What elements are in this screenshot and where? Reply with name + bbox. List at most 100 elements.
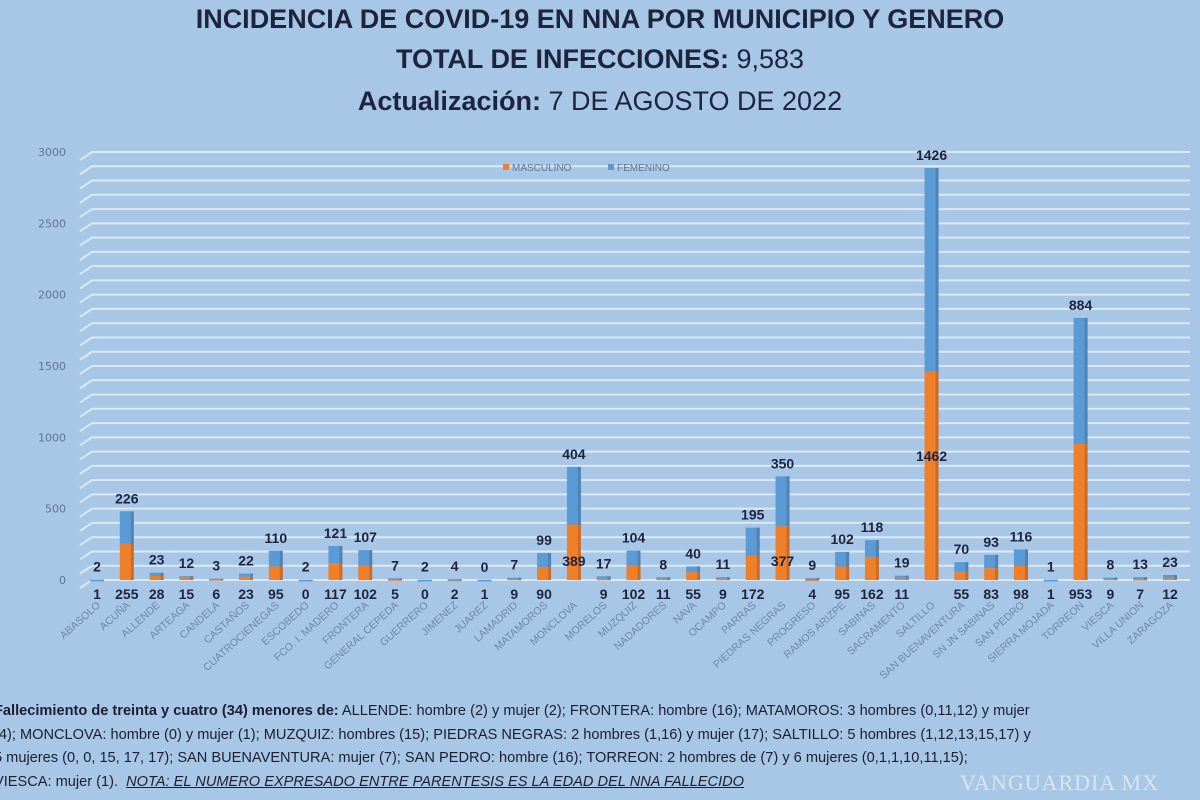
label-femenino: 104 (622, 530, 646, 546)
bar-femenino-32 (1043, 579, 1058, 582)
bar-femenino-4 (209, 578, 224, 581)
gridline (79, 393, 1190, 404)
label-femenino: 102 (830, 531, 854, 547)
label-femenino: 226 (115, 490, 139, 506)
bar-masculino-10 (388, 579, 403, 581)
bar-femenino-34 (1103, 577, 1118, 580)
label-femenino: 0 (481, 559, 489, 575)
bar-femenino-23 (775, 476, 790, 527)
bar-femenino-30 (984, 554, 999, 569)
bar-masculino-23 (775, 526, 790, 580)
label-femenino: 1 (1047, 559, 1055, 575)
bar-femenino-15 (537, 553, 552, 568)
update-date: Actualización: 7 DE AGOSTO DE 2022 (0, 86, 1200, 117)
label-femenino: 9 (808, 557, 816, 573)
y-tick-label: 3000 (38, 146, 66, 159)
legend-swatch-masculino (503, 164, 509, 170)
label-femenino: 195 (741, 507, 765, 523)
bar-shade (786, 476, 790, 580)
bar-shade (518, 577, 522, 580)
label-masculino: 1 (1047, 586, 1055, 602)
label-femenino: 110 (265, 530, 288, 546)
bar-shade (816, 578, 820, 580)
bar-femenino-16 (566, 466, 581, 525)
bar-femenino-20 (686, 566, 701, 573)
label-masculino: 95 (834, 586, 850, 602)
label-masculino: 83 (983, 586, 999, 602)
bar-femenino-27 (894, 575, 909, 579)
bar-masculino-19 (656, 578, 671, 580)
label-masculino: 23 (238, 586, 254, 602)
bar-femenino-31 (1013, 549, 1028, 567)
bar-masculino-3 (179, 577, 194, 580)
label-masculino: 102 (622, 586, 646, 602)
label-femenino: 350 (771, 455, 795, 471)
label-femenino: 1426 (916, 147, 947, 163)
bar-femenino-6 (268, 550, 283, 567)
bar-femenino-25 (835, 551, 850, 567)
bar-shade (220, 578, 224, 580)
label-femenino: 17 (596, 555, 612, 571)
label-masculino: 1462 (916, 448, 947, 464)
y-tick-label: 1000 (38, 431, 66, 444)
footnote-line-4: VIESCA: mujer (1). NOTA: EL NUMERO EXPRES… (0, 771, 1200, 795)
footnote-nota: NOTA: EL NUMERO EXPRESADO ENTRE PARENTES… (126, 773, 745, 790)
bar-femenino-33 (1073, 317, 1088, 445)
bar-masculino-20 (686, 572, 701, 580)
label-masculino: 9 (510, 586, 518, 602)
bar-masculino-9 (358, 565, 373, 580)
bar-shade (726, 577, 730, 580)
gridline (79, 536, 1190, 547)
label-femenino: 93 (983, 534, 999, 550)
footnote-heading: Fallecimiento de treinta y cuatro (34) m… (0, 703, 339, 719)
bar-masculino-17 (596, 578, 611, 581)
gridline (79, 165, 1190, 176)
label-masculino: 389 (562, 553, 586, 569)
bar-masculino-6 (268, 566, 283, 580)
label-masculino: 90 (536, 586, 552, 602)
label-femenino: 2 (93, 559, 101, 575)
label-masculino: 5 (391, 586, 399, 602)
label-masculino: 117 (324, 586, 347, 602)
label-femenino: 8 (1106, 557, 1114, 573)
bar-shade (548, 553, 552, 580)
bar-femenino-12 (447, 579, 462, 581)
data-labels: 2122625523281215362223110952012111710710… (93, 147, 1178, 602)
bar-masculino-8 (328, 563, 343, 580)
gridline (79, 350, 1190, 361)
gridline (79, 450, 1190, 461)
gridline (79, 507, 1190, 518)
gridline (79, 564, 1190, 575)
bar-shade (935, 167, 939, 580)
bar-shade (697, 566, 701, 580)
total-infections: TOTAL DE INFECCIONES: 9,583 (0, 44, 1200, 75)
gridlines (79, 151, 1190, 589)
bar-masculino-35 (1133, 579, 1148, 581)
gridline (79, 279, 1190, 290)
bar-shade (369, 550, 373, 580)
label-masculino: 377 (771, 553, 795, 569)
bar-femenino-5 (239, 573, 254, 577)
watermark-logo: VANGUARDIA MX (960, 770, 1160, 795)
bar-masculino-1 (119, 543, 134, 580)
gridline (79, 336, 1190, 347)
label-femenino: 19 (894, 555, 910, 571)
gridline (79, 550, 1190, 561)
gridline (79, 422, 1190, 432)
x-tick-label: ABASOLO (58, 599, 103, 642)
bar-femenino-14 (507, 577, 522, 580)
bar-shade (965, 562, 969, 580)
total-label: TOTAL DE INFECCIONES: (395, 44, 729, 74)
label-femenino: 7 (510, 557, 518, 573)
x-tick-label: NADADORES (612, 599, 669, 652)
label-femenino: 121 (324, 525, 348, 541)
bar-femenino-11 (417, 579, 432, 582)
deaths-footnote: Fallecimiento de treinta y cuatro (34) m… (0, 700, 1200, 794)
label-femenino: 4 (451, 558, 459, 574)
bar-shade (1114, 577, 1118, 580)
footnote-line-1: Fallecimiento de treinta y cuatro (34) m… (0, 700, 1200, 724)
label-femenino: 12 (179, 555, 195, 571)
bar-masculino-27 (894, 578, 909, 580)
bar-shade (339, 546, 343, 580)
